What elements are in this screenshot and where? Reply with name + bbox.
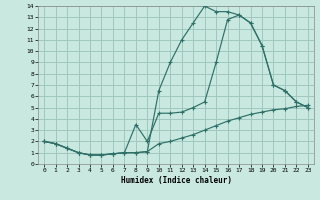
X-axis label: Humidex (Indice chaleur): Humidex (Indice chaleur) — [121, 176, 231, 185]
